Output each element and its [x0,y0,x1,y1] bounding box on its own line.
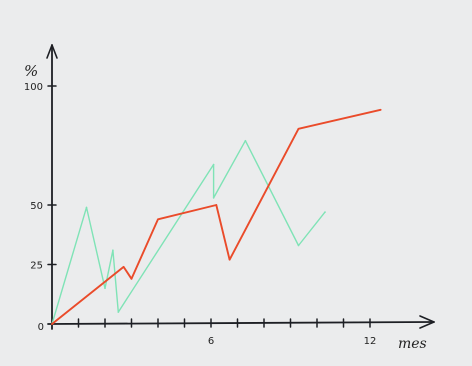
x-axis-line [47,321,435,325]
series-1-point-9 [297,244,300,247]
series-group [51,108,382,325]
y-axis-arrow [46,44,58,59]
series-2-point-6 [228,258,231,261]
series-line-2 [51,108,382,325]
y-tick-label-50: 50 [30,201,43,212]
x-axis-arrow [419,315,435,329]
series-2-point-8 [379,109,382,111]
x-axis-label: mes [398,336,427,352]
series-1-point-10 [324,211,326,213]
y-ticks: 0 25 50 100 [24,82,57,333]
series-1-point-5 [117,311,120,313]
series-2-point-5 [215,204,218,206]
x-tick-label-12: 12 [364,336,377,347]
y-tick-label-100: 100 [24,82,43,93]
series-1-point-2 [85,206,88,209]
series-1-point-6 [212,163,215,166]
series-2-point-1 [51,323,53,325]
x-ticks: 6 12 [77,318,377,347]
x-tick-label-6: 6 [208,336,214,347]
y-tick-label-0: 0 [38,322,44,333]
series-2-point-4 [157,218,159,221]
series-2-point-3 [130,278,133,280]
series-2-point-7 [297,128,300,130]
series-1-point-7 [212,197,215,199]
series-1-point-8 [244,139,247,142]
series-1-point-4 [112,249,114,251]
series-1-point-3 [104,287,106,290]
y-tick-label-25: 25 [30,261,43,272]
y-axis-label: % [24,62,38,80]
series-line-1 [51,139,326,325]
series-2-point-2 [122,266,125,268]
